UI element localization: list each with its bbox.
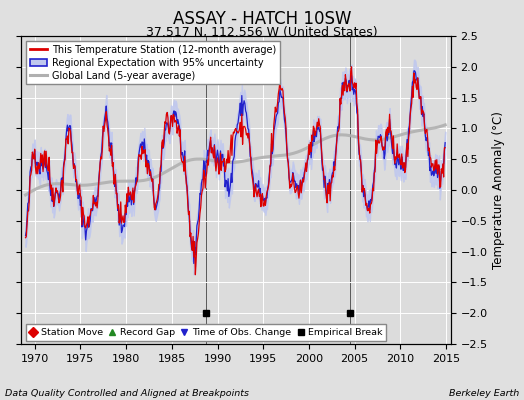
Text: Berkeley Earth: Berkeley Earth bbox=[449, 389, 519, 398]
Text: Data Quality Controlled and Aligned at Breakpoints: Data Quality Controlled and Aligned at B… bbox=[5, 389, 249, 398]
Y-axis label: Temperature Anomaly (°C): Temperature Anomaly (°C) bbox=[492, 111, 505, 269]
Legend: Station Move, Record Gap, Time of Obs. Change, Empirical Break: Station Move, Record Gap, Time of Obs. C… bbox=[26, 324, 386, 341]
Text: ASSAY - HATCH 10SW: ASSAY - HATCH 10SW bbox=[173, 10, 351, 28]
Text: 37.517 N, 112.556 W (United States): 37.517 N, 112.556 W (United States) bbox=[146, 26, 378, 39]
